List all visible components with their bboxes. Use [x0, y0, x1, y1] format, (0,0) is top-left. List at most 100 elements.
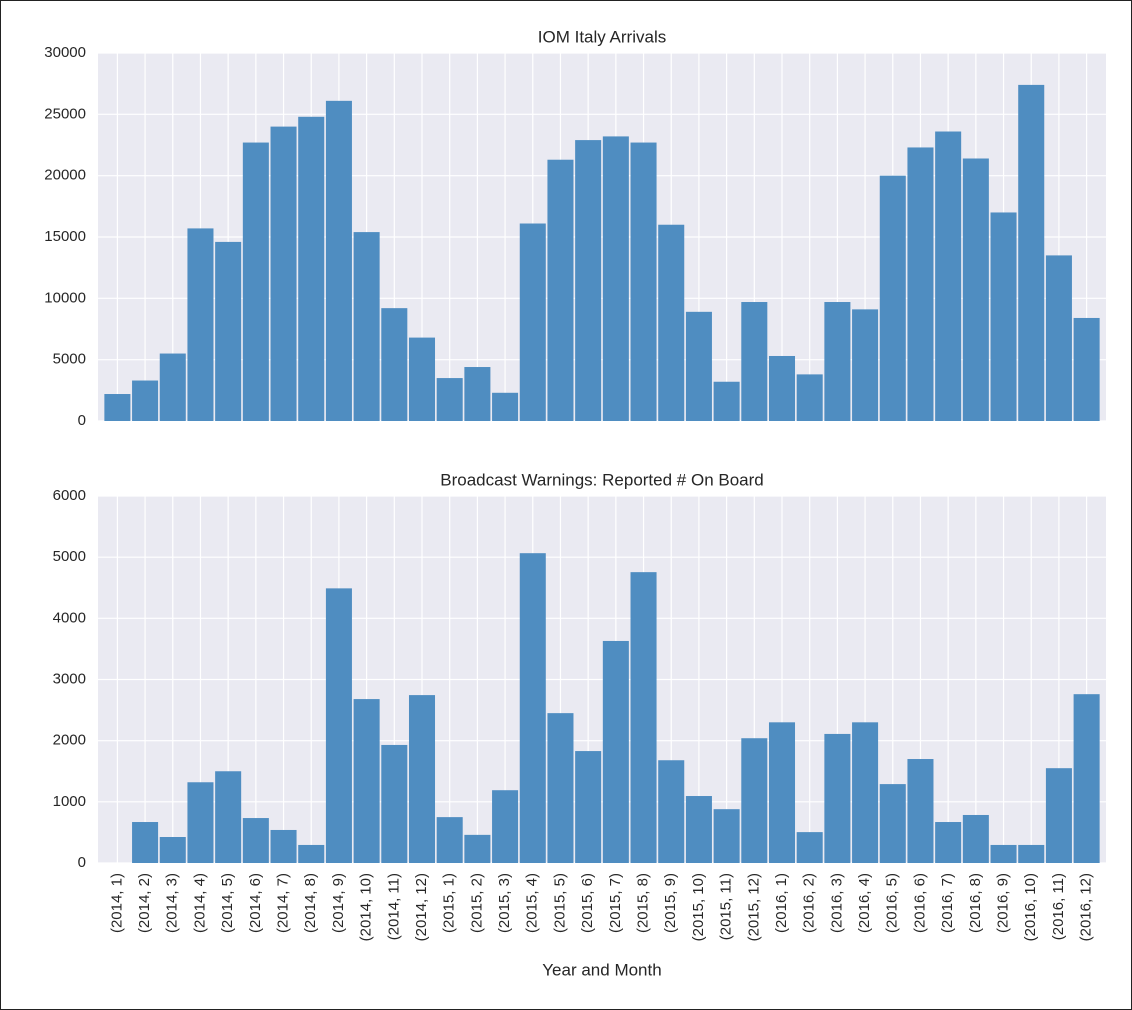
- bar: [547, 713, 574, 863]
- x-tick-label: (2015, 8): [635, 873, 652, 933]
- x-tick-label: (2015, 3): [496, 873, 513, 933]
- bar: [159, 353, 186, 421]
- bar: [852, 309, 879, 421]
- bar: [1045, 768, 1072, 863]
- x-tick-label: (2014, 12): [413, 873, 430, 941]
- x-tick-label: (2014, 5): [219, 873, 236, 933]
- bar: [990, 212, 1017, 421]
- x-tick-label: (2016, 5): [884, 873, 901, 933]
- x-tick-label: (2014, 6): [247, 873, 264, 933]
- bar: [104, 394, 131, 421]
- bar: [852, 722, 879, 863]
- x-tick-label: (2016, 12): [1078, 873, 1095, 941]
- bar: [768, 355, 796, 421]
- y-tick-label: 30000: [44, 44, 86, 61]
- y-tick-label: 3000: [53, 670, 86, 687]
- bar: [824, 302, 851, 421]
- x-tick-label: (2016, 1): [773, 873, 790, 933]
- x-tick-label: (2015, 10): [690, 873, 707, 941]
- bar: [325, 100, 352, 421]
- x-tick-label: (2016, 11): [1050, 873, 1067, 940]
- y-tick-label: 0: [78, 854, 86, 871]
- bar: [741, 738, 768, 863]
- y-tick-label: 0: [78, 412, 86, 429]
- x-tick-label: (2016, 2): [801, 873, 818, 933]
- x-tick-label: (2014, 9): [330, 873, 347, 933]
- bar: [602, 136, 629, 421]
- bar: [187, 228, 214, 421]
- x-tick-label: (2014, 11): [385, 873, 402, 940]
- bar: [519, 553, 546, 863]
- bar: [630, 142, 657, 421]
- x-tick-label: (2015, 11): [718, 873, 735, 940]
- x-axis-label: Year and Month: [542, 960, 661, 979]
- bar: [685, 796, 712, 863]
- y-tick-label: 1000: [53, 793, 86, 810]
- bar: [381, 308, 408, 421]
- y-tick-label: 4000: [53, 609, 86, 626]
- bar: [713, 809, 740, 863]
- y-tick-label: 2000: [53, 732, 86, 749]
- y-tick-label: 5000: [53, 548, 86, 565]
- x-tick-label: (2014, 4): [191, 873, 208, 933]
- bar: [1045, 255, 1072, 421]
- x-tick-label: (2016, 6): [911, 873, 928, 933]
- chart-title: Broadcast Warnings: Reported # On Board: [440, 470, 763, 489]
- bar: [1073, 317, 1100, 421]
- x-tick-label: (2014, 7): [275, 873, 292, 933]
- x-tick-label: (2015, 1): [441, 873, 458, 933]
- bar: [492, 790, 519, 863]
- bar: [492, 392, 519, 421]
- bar: [796, 832, 823, 863]
- bar: [879, 784, 906, 863]
- bar: [962, 814, 989, 863]
- x-tick-label: (2014, 2): [136, 873, 153, 933]
- y-tick-label: 15000: [44, 228, 86, 245]
- bar: [575, 140, 602, 422]
- bar: [990, 844, 1017, 863]
- bar: [187, 782, 214, 863]
- bar: [325, 588, 352, 863]
- bar: [464, 367, 491, 421]
- x-tick-label: (2014, 1): [108, 873, 125, 933]
- bar: [132, 822, 159, 863]
- bar: [575, 751, 602, 863]
- bar: [824, 733, 851, 863]
- bar: [132, 380, 159, 421]
- bar: [602, 640, 629, 863]
- x-tick-label: (2016, 8): [967, 873, 984, 933]
- bar: [935, 131, 962, 422]
- bar: [962, 158, 989, 421]
- bar: [685, 311, 712, 421]
- x-tick-label: (2016, 7): [939, 873, 956, 933]
- y-tick-label: 10000: [44, 289, 86, 306]
- x-tick-label: (2016, 10): [1022, 873, 1039, 941]
- x-tick-label: (2014, 10): [358, 873, 375, 941]
- x-tick-label: (2015, 9): [662, 873, 679, 933]
- bar: [768, 722, 796, 863]
- bar: [907, 147, 934, 421]
- x-tick-label: (2015, 7): [607, 873, 624, 933]
- bar: [242, 142, 269, 421]
- bar: [630, 572, 657, 863]
- x-tick-label: (2015, 4): [524, 873, 541, 933]
- x-tick-label: (2016, 3): [828, 873, 845, 933]
- bar: [408, 337, 436, 421]
- bar: [436, 378, 463, 421]
- x-tick-label: (2015, 6): [579, 873, 596, 933]
- bar: [464, 834, 491, 863]
- bar: [907, 759, 934, 863]
- bar: [353, 232, 380, 421]
- x-tick-label: (2016, 4): [856, 873, 873, 933]
- bar: [658, 224, 685, 421]
- bar: [935, 822, 962, 863]
- bar: [353, 699, 380, 863]
- bar: [270, 126, 297, 421]
- x-tick-label: (2014, 8): [302, 873, 319, 933]
- y-tick-label: 20000: [44, 167, 86, 184]
- bar: [270, 829, 297, 863]
- bar: [436, 817, 463, 863]
- bar: [1073, 694, 1100, 863]
- y-tick-label: 5000: [53, 351, 86, 368]
